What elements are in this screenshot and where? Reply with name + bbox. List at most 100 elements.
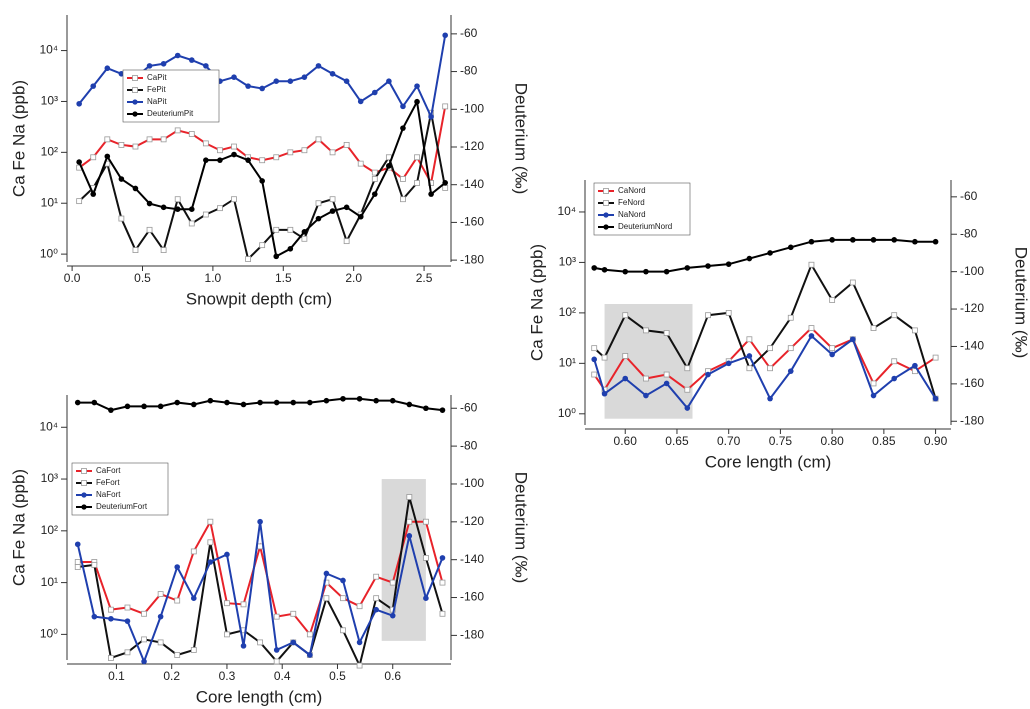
legend-marker [603,212,609,218]
legend-marker [81,468,87,474]
point [306,631,313,638]
point [663,371,670,378]
legend-marker [132,87,138,93]
point [273,399,280,406]
legend-label: DeuteriumFort [96,502,148,511]
point [891,375,898,382]
y2-tick-label: -80 [460,64,478,78]
point [357,160,364,167]
y2-tick-label: -80 [960,226,978,240]
point [174,52,181,59]
point [329,196,336,203]
point [307,652,313,658]
point [442,185,449,191]
x-tick-label: 0.2 [163,669,180,683]
legend-marker [603,224,609,230]
point [287,246,294,252]
point [160,136,167,143]
point [259,178,265,184]
point [188,220,195,227]
y2-tick-label: -120 [460,514,484,528]
point [146,200,153,207]
point [124,649,131,656]
y2-tick-label: -100 [460,101,484,115]
y-tick-label: 10¹ [559,356,576,370]
point [829,237,835,243]
point [224,631,230,638]
point [231,196,237,203]
point [108,407,114,413]
point [439,555,446,561]
x-tick-label: 0.5 [134,271,151,285]
point [343,78,350,85]
point [829,351,835,358]
y-tick-label: 10⁰ [40,246,58,260]
point [287,78,294,85]
y2-tick-label: -60 [460,400,478,414]
point [104,136,111,143]
point [76,100,82,107]
x-tick-label: 0.70 [717,434,741,448]
y2-tick-label: -100 [960,264,984,278]
point [108,615,114,622]
y-tick-label: 10¹ [41,575,58,589]
point [107,606,114,613]
point [400,125,406,131]
legend: CaPit FePit NaPit DeuteriumPit [122,69,220,123]
point [601,354,608,361]
point [190,595,197,601]
point [287,149,294,156]
point [273,78,280,85]
x-tick-label: 2.5 [416,271,433,285]
point [287,226,294,233]
y2-tick-label: -140 [460,552,484,566]
point [725,261,732,267]
point [132,143,139,150]
x-tick-label: 2.0 [345,271,362,285]
point [207,397,214,404]
point [643,392,649,399]
point [891,312,898,319]
point [414,154,420,161]
legend-marker [81,492,87,498]
point [932,395,939,402]
panel: 0.0 0.5 1.0 1.5 2.0 2.5 10⁰ 10¹ 10² 10³ 10⁴ -60 -80 -… [9,15,531,308]
point [423,595,429,601]
point [273,613,280,620]
point [787,345,794,352]
y-tick-label: 10⁴ [39,43,58,57]
point [323,595,330,602]
point [203,63,209,69]
point [622,312,629,319]
point [329,208,336,214]
point [157,591,164,597]
point [231,151,237,158]
point [414,98,420,105]
point [290,610,297,617]
legend-marker [81,480,87,486]
x-tick-label: 0.3 [219,669,236,683]
point [124,618,131,624]
point [439,407,446,413]
point [442,180,448,186]
legend: CaNord FeNord NaNord DeuteriumNord [593,182,691,236]
point [245,83,251,89]
point [428,113,434,120]
point [870,380,877,387]
point [174,564,181,570]
point [891,358,898,365]
point [373,573,380,580]
legend-marker [132,111,138,117]
y-axis-label: Ca Fe Na (ppb) [9,80,28,197]
point [217,205,223,212]
point [273,253,280,260]
point [146,226,153,233]
point [224,551,230,558]
point [932,238,939,245]
point [91,399,98,406]
point [400,103,406,110]
y2-axis-label: Deuterium (‰) [512,83,531,194]
point [202,140,209,147]
point [301,235,308,242]
y-tick-label: 10² [41,523,58,537]
